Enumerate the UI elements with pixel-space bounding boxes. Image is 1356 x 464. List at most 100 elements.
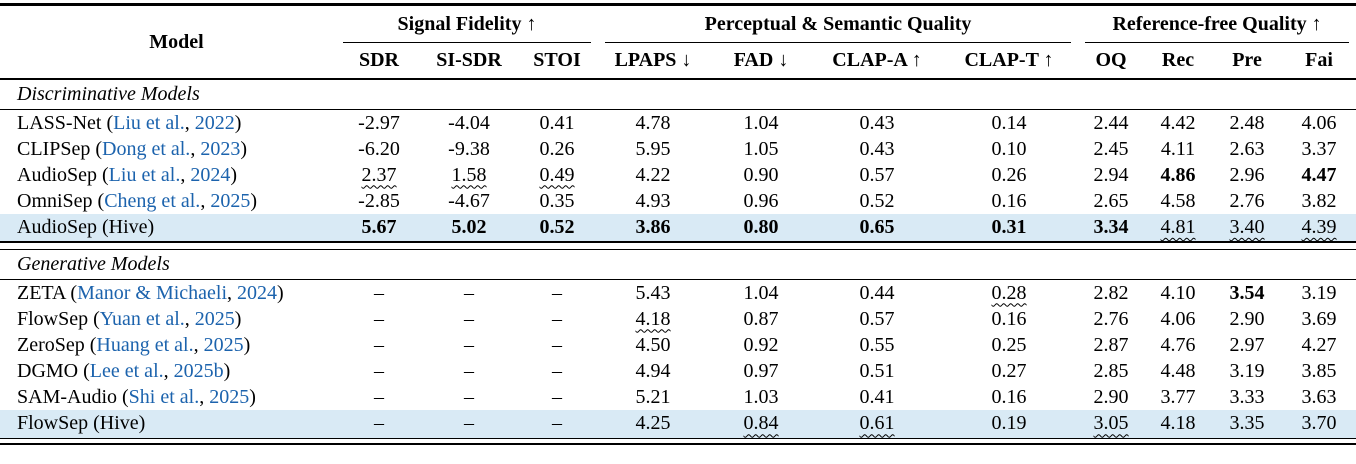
- value-cell: 0.19: [940, 410, 1079, 438]
- value-cell: -2.97: [336, 110, 422, 137]
- value-cell: 3.37: [1282, 136, 1356, 162]
- value-cell: 0.26: [940, 162, 1078, 188]
- metric-value: 3.69: [1301, 307, 1337, 330]
- value-cell: 3.19: [1282, 280, 1356, 307]
- metric-value: 0.52: [539, 216, 575, 238]
- value-cell: –: [336, 410, 422, 438]
- citation-year-link[interactable]: 2022: [194, 111, 235, 134]
- metric-value: 0.97: [743, 359, 779, 382]
- value-cell: 2.63: [1212, 136, 1282, 162]
- metric-value: 2.90: [1093, 385, 1129, 408]
- metric-value: 4.93: [635, 189, 671, 212]
- metric-value: 0.25: [991, 333, 1027, 356]
- value-cell: –: [516, 280, 598, 307]
- citation-authors-link[interactable]: Liu et al.: [113, 111, 185, 134]
- metric-value: 2.85: [1093, 359, 1129, 382]
- citation-authors-link[interactable]: Liu et al.: [108, 163, 181, 186]
- section-title: Discriminative Models: [17, 83, 200, 105]
- table-bottom-rule: [0, 437, 1356, 445]
- col-header-pre: Pre: [1232, 49, 1262, 71]
- value-cell: 3.05: [1078, 410, 1145, 438]
- value-cell: 0.41: [814, 384, 940, 410]
- metric-value: –: [552, 333, 562, 356]
- value-cell: 0.96: [708, 188, 814, 214]
- col-header-fad: FAD ↓: [733, 49, 789, 71]
- metric-value: -2.97: [358, 111, 400, 134]
- value-cell: 4.11: [1144, 136, 1212, 162]
- citation-authors-link[interactable]: Huang et al.: [96, 333, 194, 356]
- metric-value: 4.58: [1160, 189, 1196, 212]
- value-cell: 4.76: [1144, 332, 1212, 358]
- metric-value: –: [464, 333, 474, 356]
- metric-value: 4.27: [1301, 333, 1337, 356]
- citation-year-link[interactable]: 2024: [237, 281, 278, 304]
- citation-authors-link[interactable]: Lee et al.: [89, 359, 164, 382]
- citation-authors-link[interactable]: Yuan et al.: [99, 307, 185, 330]
- metric-value: 2.76: [1229, 189, 1265, 212]
- metric-value: 2.76: [1093, 307, 1129, 330]
- value-cell: 4.86: [1144, 162, 1212, 188]
- metric-value: 0.28: [991, 281, 1027, 304]
- value-cell: 5.67: [336, 214, 422, 242]
- citation-year-link[interactable]: 2023: [200, 137, 241, 160]
- metric-value: 3.05: [1093, 412, 1129, 435]
- citation-year-link[interactable]: 2025: [210, 189, 251, 212]
- metric-value: 1.03: [743, 385, 779, 408]
- metric-value: 0.57: [859, 163, 895, 186]
- metric-value: 2.94: [1093, 163, 1129, 186]
- value-cell: 1.58: [422, 162, 516, 188]
- value-cell: 5.95: [598, 136, 708, 162]
- metric-value: 0.43: [859, 111, 895, 134]
- value-cell: 2.37: [336, 162, 422, 188]
- citation-authors-link[interactable]: Dong et al.: [102, 137, 191, 160]
- value-cell: 0.80: [708, 214, 815, 242]
- citation-authors-link[interactable]: Cheng et al.: [104, 189, 201, 212]
- metric-value: 3.82: [1301, 189, 1337, 212]
- metric-value: –: [374, 385, 384, 408]
- col-header-rec: Rec: [1161, 49, 1195, 71]
- value-cell: 0.61: [814, 410, 941, 438]
- metric-value: 4.78: [635, 111, 671, 134]
- results-table: Model Signal Fidelity ↑ Perceptual & Sem…: [0, 3, 1356, 445]
- metric-value: 2.37: [361, 163, 397, 186]
- citation-year-link[interactable]: 2025: [203, 333, 244, 356]
- value-cell: –: [516, 384, 598, 410]
- value-cell: 2.76: [1212, 188, 1282, 214]
- metric-value: -9.38: [448, 137, 490, 160]
- value-cell: 4.42: [1144, 110, 1212, 137]
- metric-value: 4.42: [1160, 111, 1196, 134]
- table-row: FlowSep (Yuan et al., 2025) – – – 4.18 0.87 0.…: [0, 306, 1356, 332]
- citation-year-link[interactable]: 2024: [190, 163, 231, 186]
- metric-value: 0.96: [743, 189, 779, 212]
- metric-value: –: [552, 281, 562, 304]
- model-cell: ZeroSep (Huang et al., 2025): [17, 333, 251, 356]
- metric-value: 2.87: [1093, 333, 1129, 356]
- value-cell: 0.16: [940, 188, 1078, 214]
- metric-value: -6.20: [358, 137, 400, 160]
- metric-value: 5.95: [635, 137, 671, 160]
- value-cell: -9.38: [422, 136, 516, 162]
- metric-value: –: [552, 307, 562, 330]
- value-cell: 2.97: [1212, 332, 1282, 358]
- metric-value: 0.65: [859, 216, 895, 238]
- citation-authors-link[interactable]: Manor & Michaeli: [77, 281, 228, 304]
- value-cell: –: [336, 332, 422, 358]
- value-cell: 2.90: [1078, 384, 1144, 410]
- section-separator-rule: [0, 241, 1356, 250]
- group-header-signal-fidelity: Signal Fidelity ↑: [336, 5, 598, 44]
- metric-value: 0.90: [743, 163, 779, 186]
- citation-year-link[interactable]: 2025: [209, 385, 250, 408]
- metric-value: 0.16: [991, 189, 1027, 212]
- value-cell: 2.45: [1078, 136, 1144, 162]
- separator-line: [0, 437, 1356, 445]
- metric-value: 3.40: [1229, 216, 1265, 238]
- value-cell: 5.21: [598, 384, 708, 410]
- metric-value: 0.49: [539, 163, 575, 186]
- metric-value: 0.10: [991, 137, 1027, 160]
- value-cell: 2.44: [1078, 110, 1144, 137]
- metric-value: –: [552, 385, 562, 408]
- citation-year-link[interactable]: 2025b: [173, 359, 224, 382]
- citation-year-link[interactable]: 2025: [194, 307, 235, 330]
- citation-authors-link[interactable]: Shi et al.: [128, 385, 200, 408]
